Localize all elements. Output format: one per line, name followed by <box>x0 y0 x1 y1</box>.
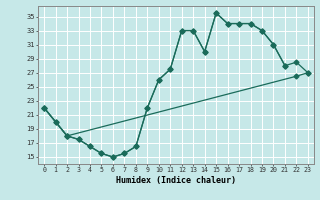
X-axis label: Humidex (Indice chaleur): Humidex (Indice chaleur) <box>116 176 236 185</box>
